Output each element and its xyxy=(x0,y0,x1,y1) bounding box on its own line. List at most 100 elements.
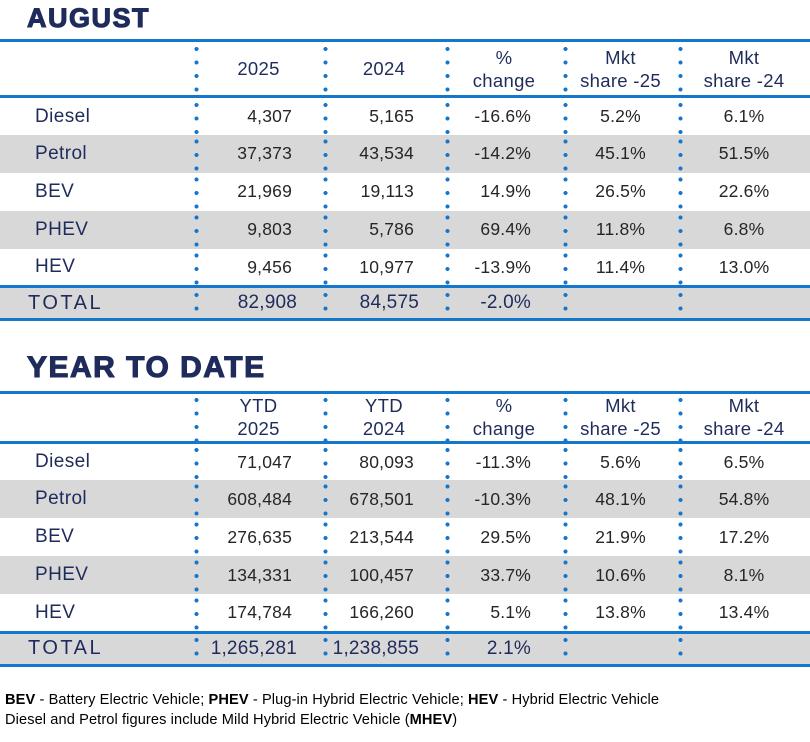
header-mkt-share-24: Mkt share -24 xyxy=(678,390,810,444)
value-2024: 19,113 xyxy=(323,172,445,211)
value-ytd-2025: 71,047 xyxy=(193,442,324,481)
mkt-share-24: 17.2% xyxy=(678,518,810,557)
table-row-phev: PHEV 134,331 100,457 33.7% 10.6% 8.1% xyxy=(0,556,810,595)
table-row-bev: BEV 276,635 213,544 29.5% 21.9% 17.2% xyxy=(0,518,810,557)
header-mkt-share-25: Mkt share -25 xyxy=(563,39,679,99)
value-2024: 43,534 xyxy=(323,134,445,173)
footnote-phev-abbr: PHEV xyxy=(208,691,249,708)
ytd-table: YTD 2025 YTD 2024 % change Mkt share -25… xyxy=(0,390,810,667)
table-row-total: TOTAL 82,908 84,575 -2.0% xyxy=(0,285,810,322)
value-ytd-2025: 174,784 xyxy=(193,594,324,633)
footnote-bev-abbr: BEV xyxy=(5,691,36,708)
total-label: TOTAL xyxy=(0,285,194,322)
value-ytd-2024: 100,457 xyxy=(323,556,445,595)
mkt-share-24: 8.1% xyxy=(678,556,810,595)
mkt-share-25: 13.8% xyxy=(563,594,679,633)
footnote-mhev-pre: Diesel and Petrol figures include Mild H… xyxy=(5,711,410,728)
value-ytd-2024: 80,093 xyxy=(323,442,445,481)
value-ytd-2024: 213,544 xyxy=(323,518,445,557)
header-ytd-2025: YTD 2025 xyxy=(193,390,324,444)
value-2025: 21,969 xyxy=(193,172,324,211)
footnote-mhev-abbr: MHEV xyxy=(409,711,453,728)
mkt-share-25: 26.5% xyxy=(563,172,679,211)
mkt-share-25: 21.9% xyxy=(563,518,679,557)
header-pct-change: % change xyxy=(445,390,564,444)
total-ytd-2024: 1,238,855 xyxy=(323,630,445,667)
mkt-share-24: 13.4% xyxy=(678,594,810,633)
pct-change: -14.2% xyxy=(445,134,564,173)
value-ytd-2025: 134,331 xyxy=(193,556,324,595)
mkt-share-24: 22.6% xyxy=(678,172,810,211)
table-row-diesel: Diesel 71,047 80,093 -11.3% 5.6% 6.5% xyxy=(0,442,810,481)
value-ytd-2024: 166,260 xyxy=(323,594,445,633)
mkt-share-25: 48.1% xyxy=(563,480,679,519)
empty-header-cell xyxy=(0,39,194,99)
mkt-share-24: 54.8% xyxy=(678,480,810,519)
total-ytd-2025: 1,265,281 xyxy=(193,630,324,667)
footnote: BEV - Battery Electric Vehicle; PHEV - P… xyxy=(0,690,810,730)
ytd-section: YEAR TO DATE YTD 2025 YTD 2024 % change … xyxy=(0,352,810,667)
pct-change: 14.9% xyxy=(445,172,564,211)
pct-change: 33.7% xyxy=(445,556,564,595)
header-mkt-share-25: Mkt share -25 xyxy=(563,390,679,444)
value-2024: 5,786 xyxy=(323,210,445,249)
august-section: AUGUST 2025 2024 % change Mkt share -25 … xyxy=(0,0,810,322)
mkt-share-24: 51.5% xyxy=(678,134,810,173)
row-label: Diesel xyxy=(35,105,91,127)
table-row-bev: BEV 21,969 19,113 14.9% 26.5% 22.6% xyxy=(0,172,810,211)
value-2024: 5,165 xyxy=(323,96,445,135)
value-ytd-2025: 276,635 xyxy=(193,518,324,557)
pct-change: 5.1% xyxy=(445,594,564,633)
mkt-share-25: 5.6% xyxy=(563,442,679,481)
footnote-hev-abbr: HEV xyxy=(468,691,499,708)
row-label: HEV xyxy=(35,256,76,278)
mkt-share-24: 6.1% xyxy=(678,96,810,135)
total-pct-change: 2.1% xyxy=(445,630,564,667)
total-mkt-share-25 xyxy=(563,630,679,667)
mkt-share-24: 6.5% xyxy=(678,442,810,481)
pct-change: -16.6% xyxy=(445,96,564,135)
value-2025: 4,307 xyxy=(193,96,324,135)
table-row-phev: PHEV 9,803 5,786 69.4% 11.8% 6.8% xyxy=(0,210,810,249)
table-row-total: TOTAL 1,265,281 1,238,855 2.1% xyxy=(0,630,810,667)
footnote-phev-desc: - Plug-in Hybrid Electric Vehicle; xyxy=(248,691,469,708)
row-label: BEV xyxy=(35,180,75,202)
row-label: Petrol xyxy=(0,480,194,519)
table-row-diesel: Diesel 4,307 5,165 -16.6% 5.2% 6.1% xyxy=(0,96,810,135)
row-label: PHEV xyxy=(0,210,194,249)
pct-change: 29.5% xyxy=(445,518,564,557)
ytd-title: YEAR TO DATE xyxy=(26,351,266,385)
total-mkt-share-24 xyxy=(678,630,810,667)
mkt-share-24: 13.0% xyxy=(678,248,810,287)
value-2025: 9,456 xyxy=(193,248,324,287)
header-pct-change: % change xyxy=(445,39,564,99)
mkt-share-25: 5.2% xyxy=(563,96,679,135)
row-label: Petrol xyxy=(0,134,194,173)
august-header-row: 2025 2024 % change Mkt share -25 Mkt sha… xyxy=(0,39,810,99)
footnote-mhev-post: ) xyxy=(452,711,458,728)
footnote-hev-desc: - Hybrid Electric Vehicle xyxy=(498,691,660,708)
footnote-bev-desc: - Battery Electric Vehicle; xyxy=(35,691,209,708)
mkt-share-25: 11.8% xyxy=(563,210,679,249)
table-row-petrol: Petrol 608,484 678,501 -10.3% 48.1% 54.8… xyxy=(0,480,810,519)
table-row-hev: HEV 174,784 166,260 5.1% 13.8% 13.4% xyxy=(0,594,810,633)
august-table: 2025 2024 % change Mkt share -25 Mkt sha… xyxy=(0,39,810,322)
value-ytd-2024: 678,501 xyxy=(323,480,445,519)
ytd-header-row: YTD 2025 YTD 2024 % change Mkt share -25… xyxy=(0,390,810,444)
august-title: AUGUST xyxy=(26,3,150,33)
row-label: BEV xyxy=(35,526,75,548)
header-mkt-share-24: Mkt share -24 xyxy=(678,39,810,99)
pct-change: -11.3% xyxy=(445,442,564,481)
value-2025: 9,803 xyxy=(193,210,324,249)
pct-change: -13.9% xyxy=(445,248,564,287)
mkt-share-25: 10.6% xyxy=(563,556,679,595)
row-label: PHEV xyxy=(0,556,194,595)
table-row-petrol: Petrol 37,373 43,534 -14.2% 45.1% 51.5% xyxy=(0,134,810,173)
row-label: HEV xyxy=(35,601,76,623)
total-mkt-share-24 xyxy=(678,285,810,322)
value-ytd-2025: 608,484 xyxy=(193,480,324,519)
total-2025: 82,908 xyxy=(193,285,324,322)
value-2024: 10,977 xyxy=(323,248,445,287)
total-mkt-share-25 xyxy=(563,285,679,322)
